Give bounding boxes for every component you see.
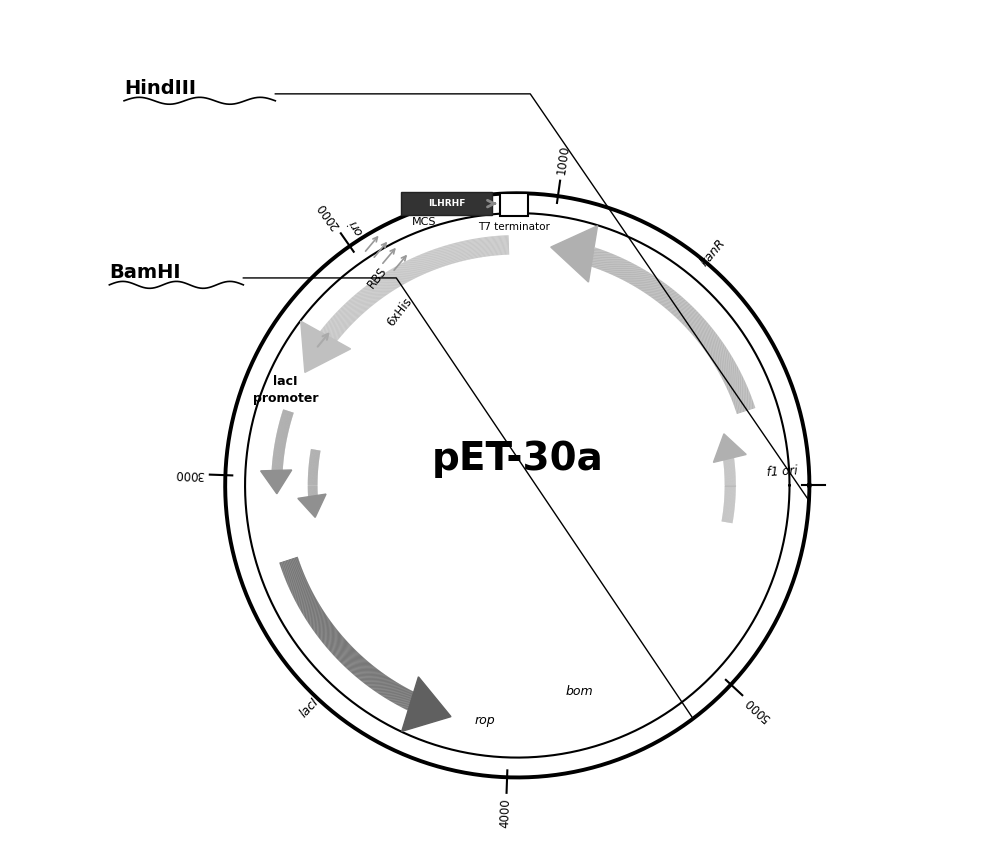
- Text: promoter: promoter: [253, 393, 318, 406]
- Text: MCS: MCS: [412, 218, 436, 227]
- Polygon shape: [298, 494, 326, 518]
- Text: BamHI: BamHI: [109, 264, 181, 283]
- Polygon shape: [402, 677, 451, 732]
- Text: 4000: 4000: [499, 799, 513, 829]
- Polygon shape: [261, 470, 292, 493]
- Bar: [500, 193, 528, 216]
- Text: 5000: 5000: [742, 694, 773, 724]
- Text: 6xHis: 6xHis: [385, 295, 415, 329]
- Text: 1000: 1000: [554, 145, 571, 176]
- Text: lacI: lacI: [298, 695, 322, 720]
- Text: HindIII: HindIII: [124, 79, 196, 98]
- Text: ori: ori: [346, 217, 366, 238]
- Text: bom: bom: [566, 685, 593, 698]
- Text: f1 ori: f1 ori: [767, 464, 798, 479]
- Polygon shape: [713, 434, 746, 462]
- Polygon shape: [551, 225, 598, 282]
- Text: 2000: 2000: [315, 200, 343, 232]
- Text: rop: rop: [474, 714, 495, 727]
- Bar: [401, 192, 492, 215]
- Text: lacI: lacI: [273, 375, 298, 388]
- Text: kanR: kanR: [698, 236, 728, 269]
- Text: 3000: 3000: [174, 467, 204, 481]
- Text: RBS: RBS: [365, 264, 390, 291]
- Polygon shape: [301, 321, 351, 373]
- Text: pET-30a: pET-30a: [431, 440, 603, 479]
- Text: ILHRHF: ILHRHF: [428, 199, 465, 208]
- Text: T7 terminator: T7 terminator: [478, 222, 550, 231]
